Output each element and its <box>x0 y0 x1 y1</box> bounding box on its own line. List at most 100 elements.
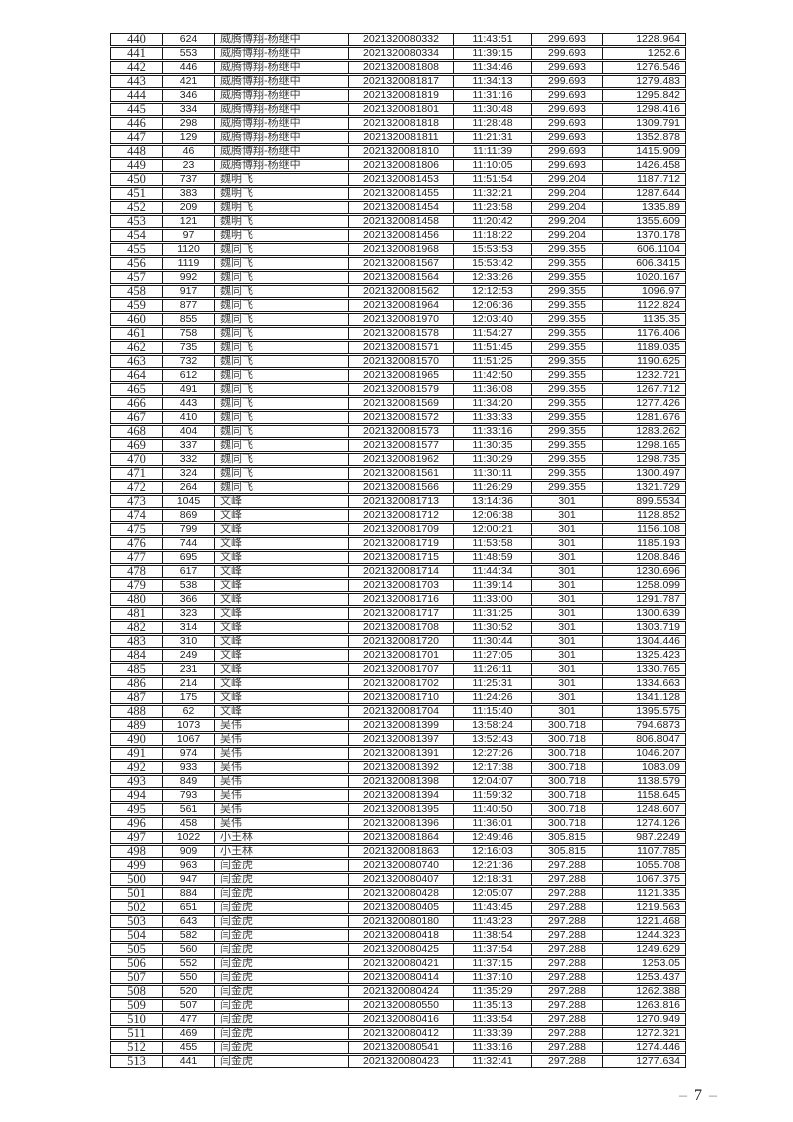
time-cell: 11:54:27 <box>453 328 531 339</box>
table-row: 504 582 闫金虎 2021320080418 11:38:54 297.2… <box>110 929 686 942</box>
ring-id-cell: 2021320081808 <box>348 62 453 73</box>
table-row: 512 455 闫金虎 2021320080541 11:33:16 297.2… <box>110 1041 686 1054</box>
name-cell: 魏同飞 <box>214 398 348 409</box>
rank-cell: 496 <box>127 818 146 829</box>
ring-id-cell: 2021320081399 <box>348 720 453 731</box>
table-row: 462 735 魏同飞 2021320081571 11:51:45 299.3… <box>110 341 686 354</box>
entry-no-cell: 507 <box>162 1000 214 1011</box>
entry-no-cell: 624 <box>162 34 214 45</box>
speed-cell: 1270.949 <box>602 1014 685 1025</box>
distance-cell: 300.718 <box>531 734 602 745</box>
name-cell: 文峰 <box>214 664 348 675</box>
time-cell: 11:48:59 <box>453 552 531 563</box>
speed-cell: 1300.497 <box>602 468 685 479</box>
entry-no-cell: 366 <box>162 594 214 605</box>
name-cell: 威腾博翔-杨继中 <box>214 104 348 115</box>
speed-cell: 1272.321 <box>602 1028 685 1039</box>
table-row: 451 383 魏明飞 2021320081455 11:32:21 299.2… <box>110 187 686 200</box>
time-cell: 12:04:07 <box>453 776 531 787</box>
distance-cell: 305.815 <box>531 846 602 857</box>
distance-cell: 299.693 <box>531 118 602 129</box>
entry-no-cell: 209 <box>162 202 214 213</box>
time-cell: 12:49:46 <box>453 832 531 843</box>
distance-cell: 301 <box>531 664 602 675</box>
entry-no-cell: 877 <box>162 300 214 311</box>
table-row: 464 612 魏同飞 2021320081965 11:42:50 299.3… <box>110 369 686 382</box>
table-row: 469 337 魏同飞 2021320081577 11:30:35 299.3… <box>110 439 686 452</box>
table-row: 444 346 威腾博翔-杨继中 2021320081819 11:31:16 … <box>110 89 686 102</box>
table-row: 478 617 文峰 2021320081714 11:44:34 301 12… <box>110 565 686 578</box>
name-cell: 魏同飞 <box>214 300 348 311</box>
table-row: 465 491 魏同飞 2021320081579 11:36:08 299.3… <box>110 383 686 396</box>
distance-cell: 297.288 <box>531 972 602 983</box>
distance-cell: 301 <box>531 580 602 591</box>
entry-no-cell: 23 <box>162 160 214 171</box>
speed-cell: 606.1104 <box>602 244 685 255</box>
time-cell: 13:52:43 <box>453 734 531 745</box>
name-cell: 魏明飞 <box>214 188 348 199</box>
name-cell: 魏同飞 <box>214 412 348 423</box>
ring-id-cell: 2021320081707 <box>348 664 453 675</box>
speed-cell: 1221.468 <box>602 916 685 927</box>
distance-cell: 299.355 <box>531 314 602 325</box>
name-cell: 威腾博翔-杨继中 <box>214 34 348 45</box>
entry-no-cell: 455 <box>162 1042 214 1053</box>
table-row: 453 121 魏明飞 2021320081458 11:20:42 299.2… <box>110 215 686 228</box>
name-cell: 吴伟 <box>214 748 348 759</box>
time-cell: 11:30:48 <box>453 104 531 115</box>
time-cell: 12:03:40 <box>453 314 531 325</box>
table-row: 500 947 闫金虎 2021320080407 12:18:31 297.2… <box>110 873 686 886</box>
entry-no-cell: 560 <box>162 944 214 955</box>
entry-no-cell: 735 <box>162 342 214 353</box>
ring-id-cell: 2021320081579 <box>348 384 453 395</box>
speed-cell: 1281.676 <box>602 412 685 423</box>
entry-no-cell: 249 <box>162 650 214 661</box>
distance-cell: 299.355 <box>531 468 602 479</box>
name-cell: 文峰 <box>214 538 348 549</box>
speed-cell: 606.3415 <box>602 258 685 269</box>
distance-cell: 299.204 <box>531 216 602 227</box>
name-cell: 魏同飞 <box>214 426 348 437</box>
speed-cell: 899.5534 <box>602 496 685 507</box>
ring-id-cell: 2021320080334 <box>348 48 453 59</box>
ring-id-cell: 2021320081863 <box>348 846 453 857</box>
rank-cell: 509 <box>127 1000 146 1011</box>
distance-cell: 297.288 <box>531 860 602 871</box>
footer-page-number: 7 <box>694 1087 702 1104</box>
time-cell: 11:33:33 <box>453 412 531 423</box>
table-row: 506 552 闫金虎 2021320080421 11:37:15 297.2… <box>110 957 686 970</box>
speed-cell: 1046.207 <box>602 748 685 759</box>
table-row: 459 877 魏同飞 2021320081964 12:06:36 299.3… <box>110 299 686 312</box>
time-cell: 12:27:26 <box>453 748 531 759</box>
time-cell: 11:42:50 <box>453 370 531 381</box>
entry-no-cell: 337 <box>162 440 214 451</box>
entry-no-cell: 884 <box>162 888 214 899</box>
rank-cell: 481 <box>127 608 146 619</box>
distance-cell: 299.693 <box>531 48 602 59</box>
time-cell: 11:34:46 <box>453 62 531 73</box>
name-cell: 魏同飞 <box>214 314 348 325</box>
speed-cell: 1426.458 <box>602 160 685 171</box>
distance-cell: 301 <box>531 678 602 689</box>
time-cell: 11:31:25 <box>453 608 531 619</box>
time-cell: 11:36:01 <box>453 818 531 829</box>
ring-id-cell: 2021320081702 <box>348 678 453 689</box>
table-row: 479 538 文峰 2021320081703 11:39:14 301 12… <box>110 579 686 592</box>
distance-cell: 301 <box>531 622 602 633</box>
name-cell: 文峰 <box>214 580 348 591</box>
time-cell: 11:28:48 <box>453 118 531 129</box>
name-cell: 魏同飞 <box>214 370 348 381</box>
speed-cell: 1020.167 <box>602 272 685 283</box>
name-cell: 威腾博翔-杨继中 <box>214 160 348 171</box>
rank-cell: 443 <box>127 76 146 87</box>
speed-cell: 1055.708 <box>602 860 685 871</box>
rank-cell: 511 <box>127 1028 146 1039</box>
rank-cell: 476 <box>127 538 146 549</box>
speed-cell: 1096.97 <box>602 286 685 297</box>
entry-no-cell: 1119 <box>162 258 214 269</box>
ring-id-cell: 2021320081716 <box>348 594 453 605</box>
name-cell: 文峰 <box>214 524 348 535</box>
ring-id-cell: 2021320081392 <box>348 762 453 773</box>
name-cell: 魏明飞 <box>214 174 348 185</box>
ring-id-cell: 2021320081717 <box>348 608 453 619</box>
